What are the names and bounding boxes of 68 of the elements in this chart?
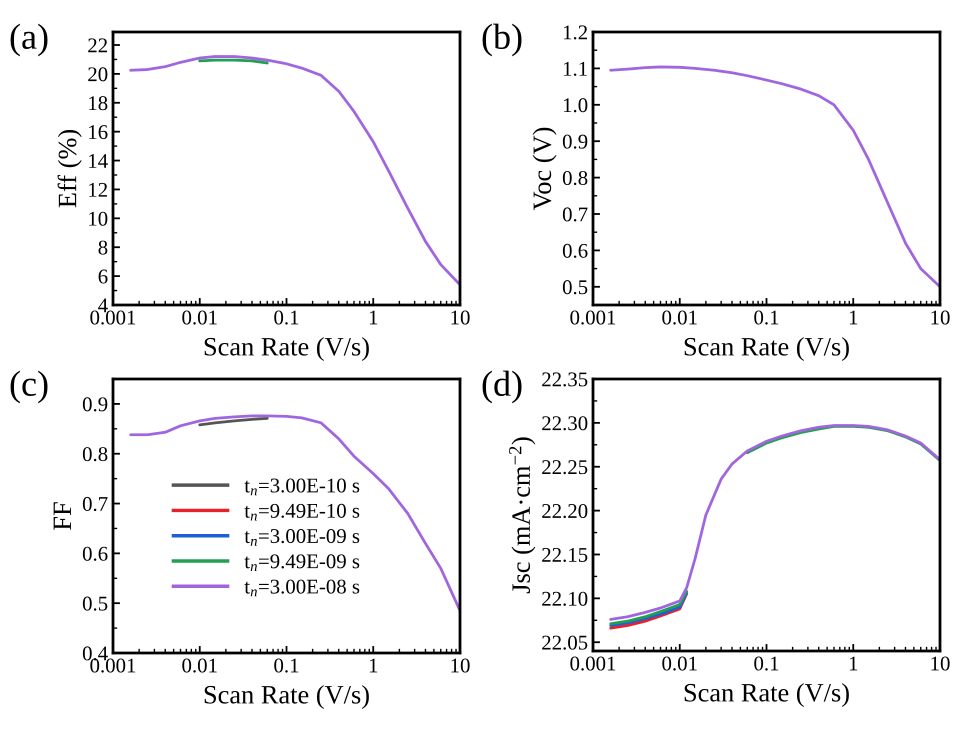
x-tick-label: 1 [850, 310, 858, 324]
y-tick-label: 22.20 [542, 504, 588, 518]
x-tick-label: 0.001 [570, 656, 616, 671]
y-tick-label: 0.8 [562, 170, 588, 186]
y-tick-label: 0.8 [82, 447, 108, 462]
x-axis-title: Scan Rate (V/s) [204, 337, 369, 362]
y-tick-label: 1.1 [564, 62, 587, 76]
y-tick-label: 22.35 [542, 372, 588, 387]
x-tick-label: 1 [370, 658, 378, 672]
y-tick-label: 22.05 [542, 636, 588, 650]
y-axis-title: Eff (%) [58, 130, 82, 208]
y-tick-label: 0.7 [82, 496, 108, 512]
y-tick-label: 14 [89, 154, 108, 168]
legend-label: t$_{n}$=3.00E-10 s [244, 478, 360, 496]
chart-title: (a) [10, 24, 48, 56]
x-tick-label: 0.01 [662, 656, 697, 671]
x-tick-label: 0.001 [570, 310, 616, 325]
x-tick-label: 0.001 [90, 310, 136, 325]
y-tick-label: 18 [89, 96, 108, 110]
x-tick-label: 10 [931, 310, 950, 325]
y-tick-label: 0.5 [562, 280, 588, 294]
y-tick-label: 0.6 [82, 546, 108, 561]
y-tick-label: 0.5 [82, 596, 108, 611]
legend-label: t$_{n}$=3.00E-09 s [244, 529, 360, 546]
y-tick-label: 22.25 [542, 460, 588, 474]
x-tick-label: 1 [850, 656, 858, 670]
chart-title: (c) [10, 370, 48, 404]
x-tick-label: 1 [370, 310, 378, 324]
y-tick-label: 16 [89, 125, 108, 140]
x-tick-label: 10 [931, 656, 950, 671]
y-tick-label: 20 [88, 67, 108, 82]
x-axis-title: Scan Rate (V/s) [204, 685, 369, 710]
legend-label: t$_{n}$=9.49E-09 s [244, 554, 360, 572]
legend-label: t$_{n}$=9.49E-10 s [244, 504, 360, 520]
y-tick-label: 22.10 [542, 592, 588, 606]
x-tick-label: 10 [451, 658, 470, 673]
legend-label: t$_{n}$=3.00E-08 s [244, 580, 360, 596]
y-tick-label: 1.2 [564, 25, 587, 40]
y-tick-label: 0.6 [562, 244, 588, 258]
x-tick-label: 10 [451, 310, 470, 325]
y-tick-label: 10 [89, 212, 108, 226]
y-tick-label: 22 [88, 38, 107, 52]
y-tick-label: 22.15 [542, 548, 588, 562]
y-tick-label: 4 [98, 298, 108, 312]
x-axis-title: Scan Rate (V/s) [684, 337, 849, 362]
chart-title: (d) [482, 370, 522, 404]
y-tick-label: 0.4 [82, 646, 108, 661]
y-axis-title: FF [54, 502, 71, 530]
y-tick-label: 0.9 [562, 134, 588, 149]
x-tick-label: 0.1 [754, 310, 778, 325]
chart-title: (b) [482, 24, 522, 56]
x-tick-label: 0.01 [182, 658, 217, 673]
y-axis-title: Jsc (mA·cm$^{−2}$) [509, 437, 536, 594]
y-tick-label: 22.30 [542, 416, 588, 430]
x-tick-label: 0.01 [662, 310, 697, 325]
y-tick-label: 1.0 [564, 98, 588, 112]
x-tick-label: 0.1 [274, 658, 298, 673]
x-tick-label: 0.1 [274, 310, 298, 325]
y-axis-title: Voc (V) [532, 128, 557, 210]
x-tick-label: 0.01 [182, 310, 217, 325]
x-axis-title: Scan Rate (V/s) [684, 683, 849, 708]
y-tick-label: 0.9 [82, 397, 108, 412]
y-tick-label: 6 [98, 270, 108, 284]
y-tick-label: 12 [89, 182, 107, 197]
x-tick-label: 0.001 [90, 658, 136, 673]
y-tick-label: 0.7 [562, 207, 588, 222]
x-tick-label: 0.1 [754, 656, 778, 671]
y-tick-label: 8 [98, 240, 108, 255]
